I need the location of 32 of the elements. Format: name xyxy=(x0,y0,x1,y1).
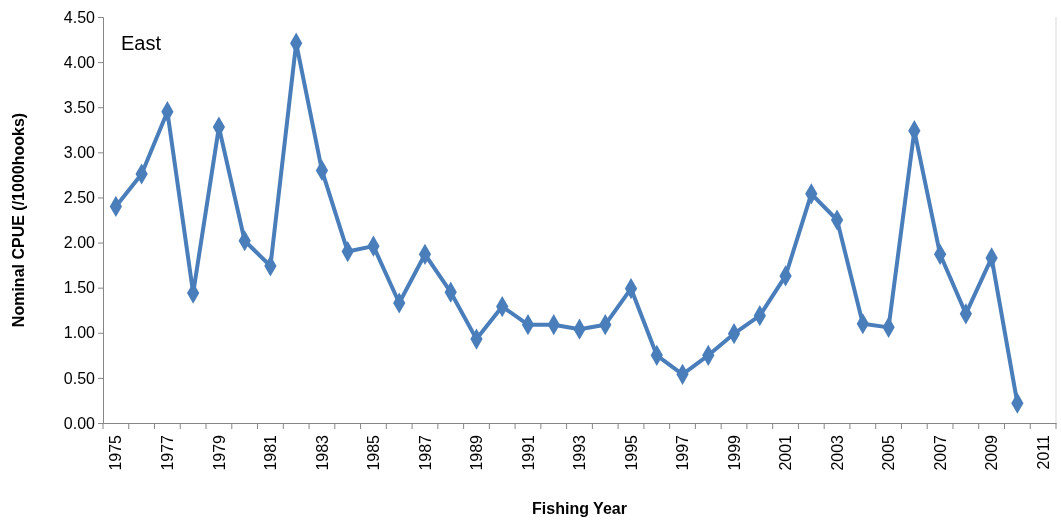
y-tick-label: 1.00 xyxy=(63,324,96,342)
x-tick-label: 2001 xyxy=(777,434,795,471)
y-tick-label: 3.00 xyxy=(63,143,96,161)
y-tick-label: 4.50 xyxy=(63,8,96,26)
x-tick-label: 2003 xyxy=(828,434,846,471)
y-axis-title: Nominal CPUE (/1000hooks) xyxy=(10,112,27,328)
x-tick-label: 1987 xyxy=(416,434,434,471)
x-tick-label: 1999 xyxy=(725,434,743,471)
y-tick-label: 4.00 xyxy=(63,53,96,71)
y-tick-label: 2.00 xyxy=(63,234,96,252)
x-tick-label: 1989 xyxy=(468,434,486,471)
x-tick-label: 1997 xyxy=(674,434,692,471)
x-tick-label: 1993 xyxy=(571,434,589,471)
y-tick-label: 3.50 xyxy=(63,98,96,116)
x-tick-label: 1979 xyxy=(210,434,228,471)
x-tick-label: 1981 xyxy=(262,434,280,471)
x-tick-label: 1975 xyxy=(107,434,125,471)
x-tick-label: 2009 xyxy=(983,434,1001,471)
x-tick-label: 1995 xyxy=(622,434,640,471)
x-tick-label: 1985 xyxy=(365,434,383,471)
x-tick-label: 2007 xyxy=(931,434,949,471)
x-tick-label: 2011 xyxy=(1034,434,1052,470)
x-tick-label: 2005 xyxy=(880,434,898,471)
y-tick-label: 2.50 xyxy=(63,189,96,207)
x-tick-label: 1983 xyxy=(313,434,331,471)
y-tick-label: 1.50 xyxy=(63,279,96,297)
y-tick-label: 0.50 xyxy=(63,369,96,387)
annotation: East xyxy=(121,32,162,54)
y-tick-label: 0.00 xyxy=(63,414,96,432)
x-tick-label: 1991 xyxy=(519,434,537,471)
x-tick-label: 1977 xyxy=(158,434,176,471)
x-axis-title: Fishing Year xyxy=(532,500,627,517)
